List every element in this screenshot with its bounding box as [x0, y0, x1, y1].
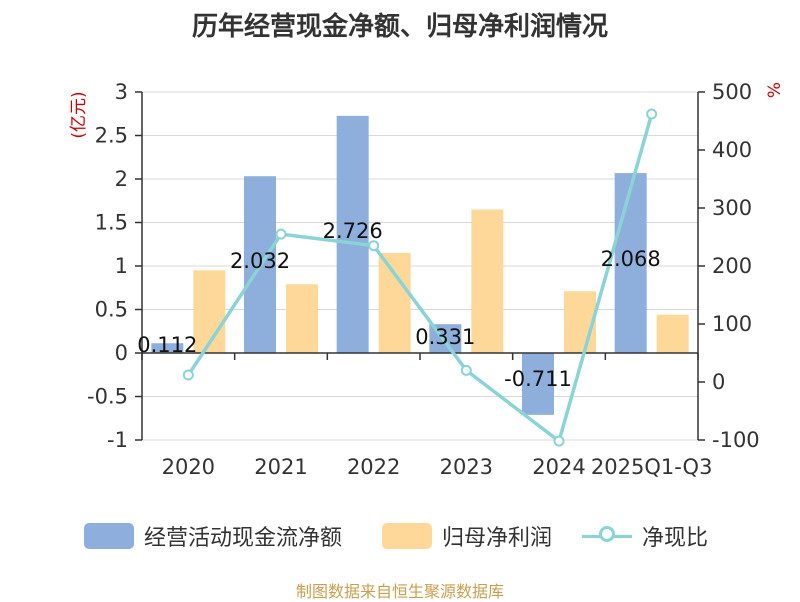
y-left-tick-label: 1 — [115, 254, 128, 278]
y-right-tick-label: 100 — [712, 312, 752, 336]
legend: 经营活动现金流净额 归母净利润 净现比 — [0, 516, 800, 556]
bar-net-profit-2023 — [471, 209, 504, 353]
data-label-cash-flow-2021: 2.032 — [230, 249, 290, 273]
point-ratio-2024 — [553, 435, 565, 447]
bar-cash-flow-2024 — [522, 353, 554, 415]
y-right-tick-label: 300 — [712, 196, 752, 220]
x-tick-label: 2024 — [532, 455, 585, 479]
point-ratio-2025Q1-Q3 — [646, 108, 658, 120]
y-left-tick-label: 2.5 — [95, 124, 128, 148]
point-ratio-2023 — [460, 364, 472, 376]
y-left-tick-label: 0.5 — [95, 298, 128, 322]
legend-item-net-profit[interactable]: 归母净利润 — [382, 516, 552, 556]
y-left-tick-label: -0.5 — [87, 385, 128, 409]
bar-net-profit-2024 — [564, 291, 596, 353]
bar-cash-flow-2025Q1-Q3 — [614, 173, 647, 353]
legend-item-ratio[interactable]: 净现比 — [582, 516, 708, 556]
point-ratio-2020 — [182, 369, 194, 381]
data-label-cash-flow-2025Q1-Q3: 2.068 — [601, 247, 661, 271]
source-note: 制图数据来自恒生聚源数据库 — [295, 582, 504, 601]
data-label-cash-flow-2024: -0.711 — [504, 367, 572, 391]
y-right-tick-label: 0 — [712, 370, 725, 394]
y-left-axis-label: (亿元) — [69, 91, 89, 138]
legend-swatch-ratio — [582, 523, 632, 549]
y-left-tick-label: 1.5 — [95, 211, 128, 235]
y-right-axis-label: % — [765, 82, 785, 98]
bar-net-profit-2021 — [286, 284, 318, 353]
y-left-tick-label: 3 — [115, 80, 128, 104]
y-left-tick-label: 2 — [115, 167, 128, 191]
legend-label-cash-flow: 经营活动现金流净额 — [144, 526, 343, 551]
bar-cash-flow-2020 — [151, 343, 184, 353]
x-tick-label: 2022 — [347, 455, 400, 479]
y-right-tick-label: 500 — [712, 80, 752, 104]
bar-net-profit-2025Q1-Q3 — [656, 314, 689, 353]
x-tick-label: 2023 — [440, 455, 493, 479]
y-right-tick-label: -100 — [712, 428, 760, 452]
x-tick-label: 2021 — [254, 455, 307, 479]
y-left-tick-label: 0 — [115, 341, 128, 365]
legend-item-cash-flow[interactable]: 经营活动现金流净额 — [84, 516, 342, 556]
y-right-tick-label: 400 — [712, 138, 752, 162]
legend-label-ratio: 净现比 — [642, 526, 709, 551]
chart-title: 历年经营现金净额、归母净利润情况 — [191, 12, 608, 42]
data-label-cash-flow-2022: 2.726 — [323, 219, 383, 243]
point-ratio-2021 — [275, 228, 287, 240]
legend-label-net-profit: 归母净利润 — [442, 526, 553, 551]
y-right-tick-label: 200 — [712, 254, 752, 278]
bar-net-profit-2020 — [193, 270, 226, 353]
data-label-cash-flow-2023: 0.331 — [415, 325, 475, 349]
data-label-cash-flow-2020: 0.112 — [137, 333, 197, 357]
x-tick-label: 2025Q1-Q3 — [591, 455, 713, 479]
legend-swatch-net-profit — [382, 523, 432, 549]
bar-net-profit-2022 — [378, 252, 411, 353]
point-ratio-2022 — [368, 240, 380, 252]
bar-cash-flow-2022 — [336, 115, 369, 353]
x-tick-label: 2020 — [162, 455, 215, 479]
y-left-tick-label: -1 — [107, 428, 128, 452]
line-ratio — [186, 113, 654, 443]
legend-swatch-cash-flow — [84, 523, 134, 549]
